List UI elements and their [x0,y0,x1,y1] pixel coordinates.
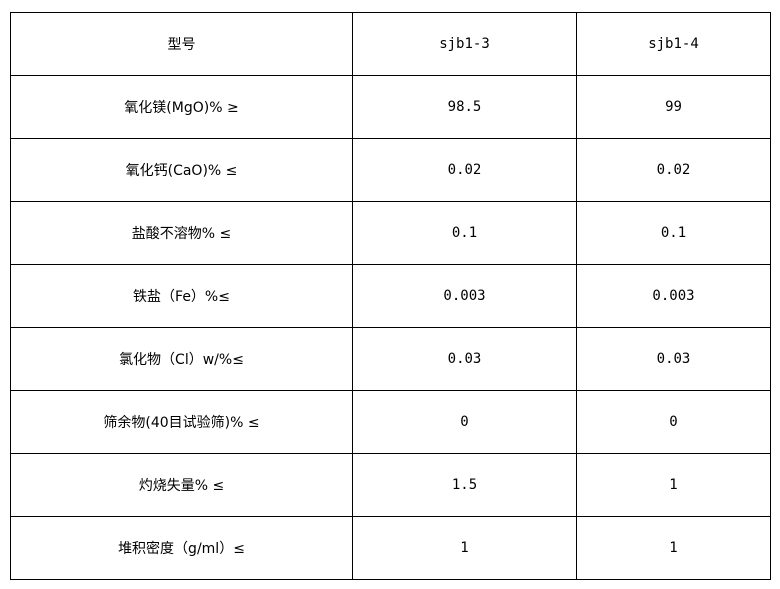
table-row: 盐酸不溶物% ≤0.1 0.1 [10,201,771,265]
table-row: 铁盐（Fe）%≤ 0.003 0.003 [10,264,771,328]
value-cell: 0.02 [352,138,577,202]
value-cell: 0.003 [576,264,771,328]
table-row: 堆积密度（g/ml）≤ 1 1 [10,516,771,580]
value-cell: 0.1 [352,201,577,265]
row-label-cell: 盐酸不溶物% ≤ [10,201,353,265]
value-cell: 0 [352,390,577,454]
header-cell-model: 型号 [10,12,353,76]
header-cell-sjb1-3: sjb1-3 [352,12,577,76]
value-cell: 99 [576,75,771,139]
table-row: 氯化物（Cl）w/%≤ 0.03 0.03 [10,327,771,391]
value-cell: 0 [576,390,771,454]
value-cell: 0.03 [352,327,577,391]
table-row: 筛余物(40目试验筛)% ≤0 0 [10,390,771,454]
table-row: 灼烧失量% ≤1.5 1 [10,453,771,517]
row-label-cell: 灼烧失量% ≤ [10,453,353,517]
value-cell: 0.02 [576,138,771,202]
table-header-row: 型号 sjb1-3 sjb1-4 [10,12,771,76]
row-label-cell: 氧化钙(CaO)% ≤ [10,138,353,202]
row-label-cell: 铁盐（Fe）%≤ [10,264,353,328]
value-cell: 1 [576,516,771,580]
table-row: 氧化钙(CaO)% ≤0.02 0.02 [10,138,771,202]
value-cell: 0.1 [576,201,771,265]
row-label-cell: 氯化物（Cl）w/%≤ [10,327,353,391]
row-label-cell: 氧化镁(MgO)% ≥ [10,75,353,139]
table-row: 氧化镁(MgO)% ≥98.5 99 [10,75,771,139]
value-cell: 0.003 [352,264,577,328]
value-cell: 1 [576,453,771,517]
spec-table: 型号 sjb1-3 sjb1-4 氧化镁(MgO)% ≥98.5 99 氧化钙(Ca… [10,12,771,580]
value-cell: 0.03 [576,327,771,391]
row-label-cell: 堆积密度（g/ml）≤ [10,516,353,580]
value-cell: 1.5 [352,453,577,517]
value-cell: 1 [352,516,577,580]
value-cell: 98.5 [352,75,577,139]
header-cell-sjb1-4: sjb1-4 [576,12,771,76]
row-label-cell: 筛余物(40目试验筛)% ≤ [10,390,353,454]
